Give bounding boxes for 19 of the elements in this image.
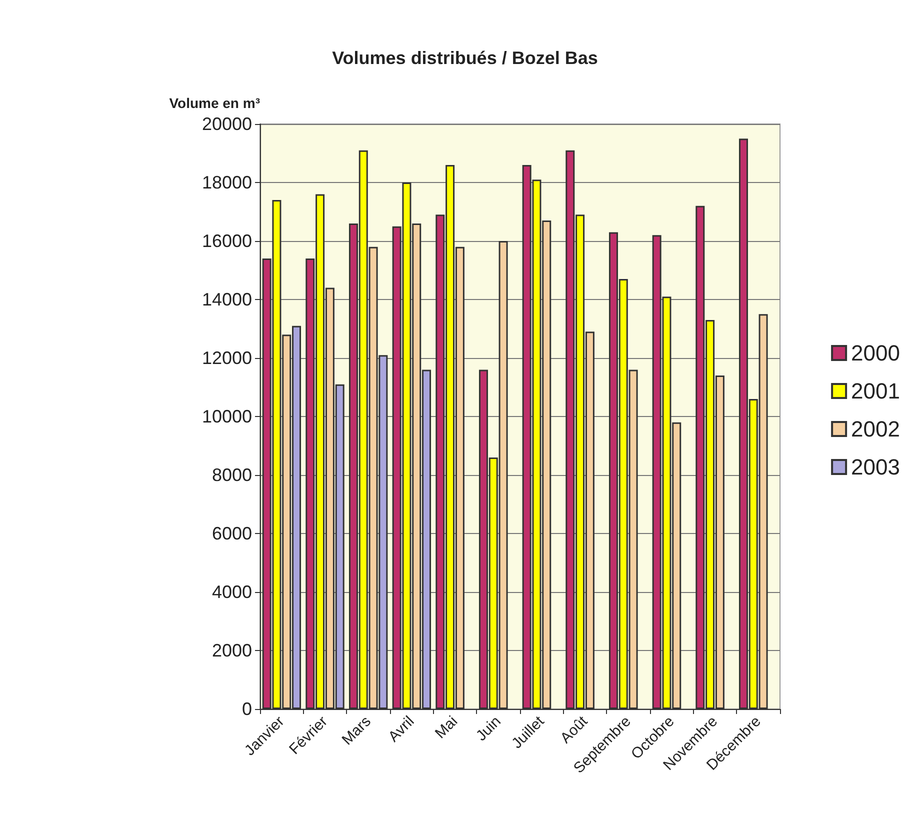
y-tick-label: 8000 [212,465,252,485]
y-axis-title: Volume en m³ [169,95,260,111]
legend-label: 2003 [851,454,900,480]
y-tick-label: 10000 [202,406,252,426]
y-tick-label: 6000 [212,524,252,544]
x-tick-label: Juin [472,712,504,744]
y-tick-label: 14000 [202,290,252,310]
x-tick-label: Mai [432,712,462,742]
y-tick-label: 20000 [202,114,252,134]
legend-label: 2002 [851,416,900,442]
legend-label: 2001 [851,378,900,404]
y-tick-label: 12000 [202,348,252,368]
y-tick-label: 16000 [202,231,252,251]
y-tick-label: 4000 [212,582,252,602]
y-tick-label: 18000 [202,172,252,192]
y-tick-label: 2000 [212,640,252,660]
chart-title: Volumes distribués / Bozel Bas [332,48,598,68]
y-tick-label: 0 [242,699,252,719]
legend-label: 2000 [851,340,900,366]
